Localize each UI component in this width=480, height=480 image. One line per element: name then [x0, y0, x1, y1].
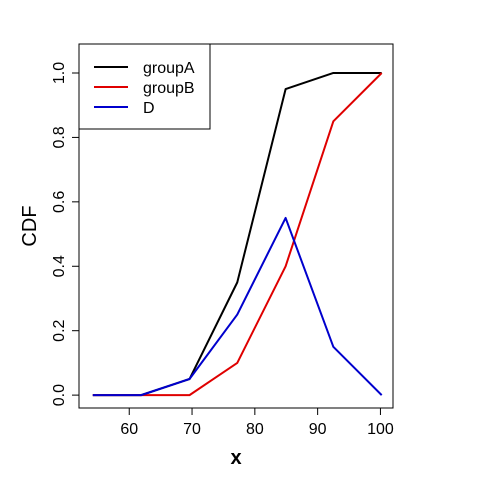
y-tick-label: 1.0 [51, 62, 68, 84]
y-tick-label: 0.6 [51, 191, 68, 213]
y-tick-label: 0.4 [51, 255, 68, 277]
x-tick-label: 100 [367, 421, 394, 438]
y-tick-label: 0.2 [51, 319, 68, 341]
x-axis: 60 70 80 90 100 [120, 407, 394, 438]
x-tick-label: 70 [183, 421, 201, 438]
y-tick-label: 0.8 [51, 126, 68, 148]
x-tick-label: 90 [309, 421, 327, 438]
legend-label: groupA [143, 60, 195, 77]
legend: groupA groupB D [78, 43, 211, 130]
x-tick-label: 80 [246, 421, 264, 438]
series-line-D [92, 216, 383, 397]
y-axis-title: CDF [19, 205, 41, 246]
legend-label: D [143, 100, 155, 117]
x-tick-label: 60 [120, 421, 138, 438]
legend-label: groupB [143, 80, 195, 97]
y-tick-label: 0.0 [51, 384, 68, 406]
series-layer [92, 71, 383, 397]
x-axis-title: x [230, 447, 241, 469]
y-axis: 0.0 0.2 0.4 0.6 0.8 1.0 [51, 62, 80, 406]
